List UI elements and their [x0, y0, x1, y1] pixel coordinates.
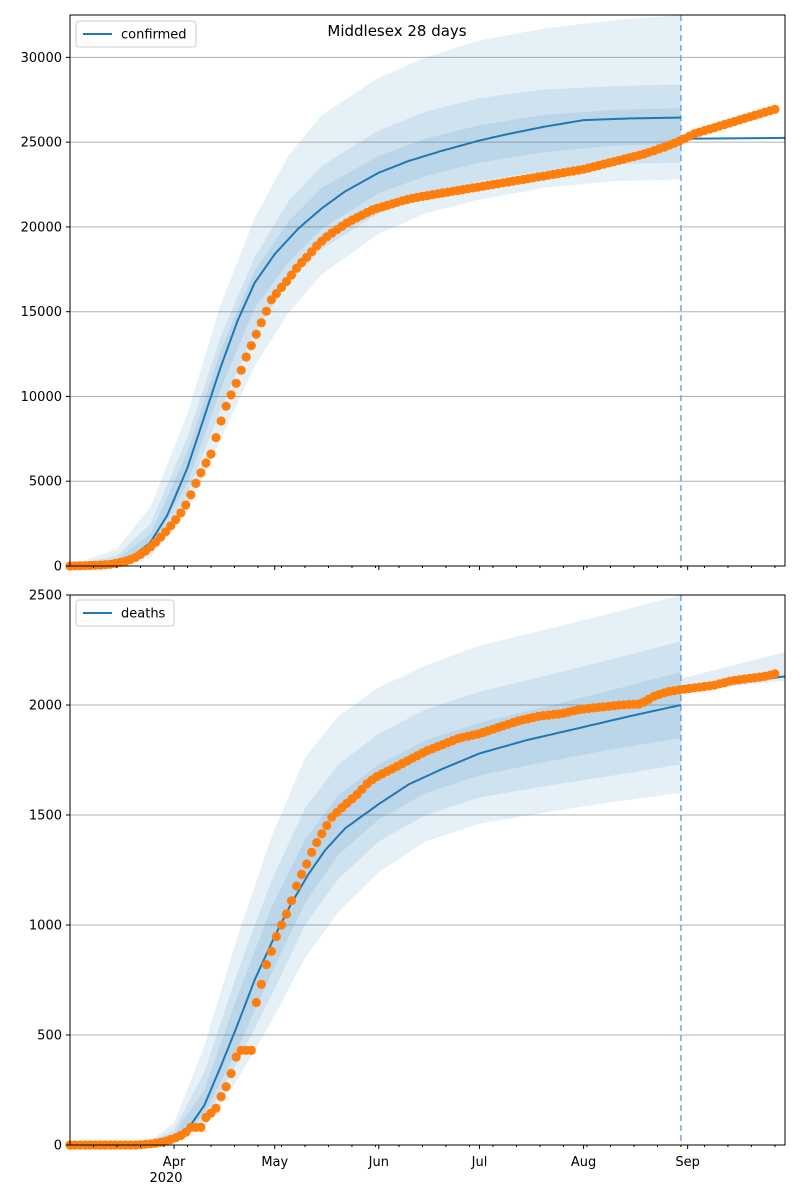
observed-point — [281, 909, 292, 919]
observed-point — [770, 104, 780, 114]
observed-point — [261, 960, 271, 970]
observed-point — [226, 390, 236, 400]
confirmed-y-axis: 0 5000 10000 15000 20000 25000 30000 — [21, 51, 70, 575]
observed-point — [186, 490, 196, 500]
confirmed-model-line — [69, 116, 681, 567]
confirmed-observed-points — [65, 104, 780, 571]
observed-point — [271, 931, 281, 942]
observed-point — [211, 433, 221, 443]
uncertainty-band — [70, 15, 681, 566]
observed-point — [206, 449, 216, 459]
y-tick-label: 5000 — [29, 475, 62, 490]
x-tick-label: Sep — [675, 1155, 700, 1170]
deaths-y-axis: 0 500 1000 1500 2000 2500 — [29, 589, 70, 1154]
tail-uncertainty-band — [680, 652, 785, 692]
chart-title: Middlesex 28 days — [327, 22, 466, 40]
uncertainty-band — [70, 595, 681, 1145]
observed-point — [181, 500, 191, 510]
y-tick-label: 2500 — [29, 589, 62, 604]
observed-point — [770, 669, 780, 679]
x-tick-label: Apr — [163, 1155, 186, 1170]
observed-point — [266, 946, 276, 957]
observed-point — [231, 378, 241, 388]
y-tick-label: 2000 — [29, 699, 62, 714]
deaths-gridlines — [70, 594, 785, 1036]
uncertainty-band — [70, 641, 681, 1145]
x-tick-label: Aug — [571, 1155, 596, 1170]
observed-point — [216, 416, 226, 426]
x-tick-label: May — [261, 1155, 288, 1170]
observed-point — [196, 1122, 206, 1132]
observed-point — [297, 869, 307, 880]
observed-point — [216, 1092, 226, 1102]
y-tick-label: 500 — [37, 1029, 62, 1044]
x-tick-label: Jun — [368, 1155, 389, 1170]
observed-point — [171, 515, 181, 525]
y-tick-label: 1500 — [29, 809, 62, 824]
observed-point — [286, 896, 297, 906]
confirmed-uncertainty-bands — [70, 15, 681, 566]
observed-point — [176, 508, 186, 518]
observed-point — [312, 837, 322, 848]
y-tick-label: 0 — [54, 1139, 62, 1154]
observed-point — [226, 1068, 236, 1079]
observed-point — [307, 847, 317, 858]
y-tick-label: 25000 — [21, 136, 62, 151]
deaths-legend: deaths — [75, 599, 175, 627]
y-tick-label: 15000 — [21, 305, 62, 320]
observed-point — [302, 859, 312, 869]
observed-point — [236, 365, 246, 375]
observed-point — [196, 468, 206, 478]
observed-point — [317, 829, 327, 839]
confirmed-legend-label: confirmed — [121, 28, 187, 43]
x-tick-label: Jul — [471, 1155, 488, 1170]
observed-point — [281, 276, 292, 287]
confirmed-gridlines — [70, 56, 785, 482]
x-axis-year-label: 2020 — [149, 1171, 182, 1186]
observed-point — [231, 1052, 241, 1062]
observed-point — [191, 478, 201, 488]
deaths-legend-label: deaths — [121, 607, 166, 622]
y-tick-label: 1000 — [29, 919, 62, 934]
observed-point — [251, 329, 261, 339]
observed-point — [292, 881, 302, 891]
observed-point — [286, 270, 297, 280]
y-tick-label: 20000 — [21, 220, 62, 235]
observed-point — [201, 458, 211, 468]
observed-point — [241, 352, 251, 362]
confirmed-legend-box — [75, 20, 197, 48]
observed-point — [246, 341, 256, 351]
y-tick-label: 10000 — [21, 390, 62, 405]
confirmed-model-tail-line — [680, 136, 786, 140]
observed-point — [261, 306, 271, 316]
observed-point — [266, 295, 276, 305]
observed-point — [246, 1045, 256, 1055]
deaths-legend-box — [75, 599, 175, 627]
observed-point — [166, 521, 176, 531]
observed-point — [322, 820, 332, 831]
observed-point — [271, 288, 281, 299]
y-tick-label: 0 — [54, 560, 62, 575]
confirmed-axes-frame — [69, 14, 786, 567]
observed-point — [276, 920, 287, 930]
y-tick-label: 30000 — [21, 51, 62, 66]
observed-point — [251, 997, 261, 1008]
deaths-axes-frame — [69, 594, 786, 1146]
deaths-x-axis: Apr May Jun Jul Aug Sep — [92, 1145, 776, 1170]
observed-point — [221, 401, 231, 411]
observed-point — [256, 318, 266, 328]
observed-point — [211, 1103, 221, 1113]
confirmed-legend: confirmed — [75, 20, 197, 48]
observed-point — [256, 979, 266, 990]
confirmed-panel: 0 5000 10000 15000 20000 25000 30000 Middlesex… — [21, 14, 786, 575]
observed-point — [221, 1082, 231, 1092]
uncertainty-band — [70, 84, 681, 566]
